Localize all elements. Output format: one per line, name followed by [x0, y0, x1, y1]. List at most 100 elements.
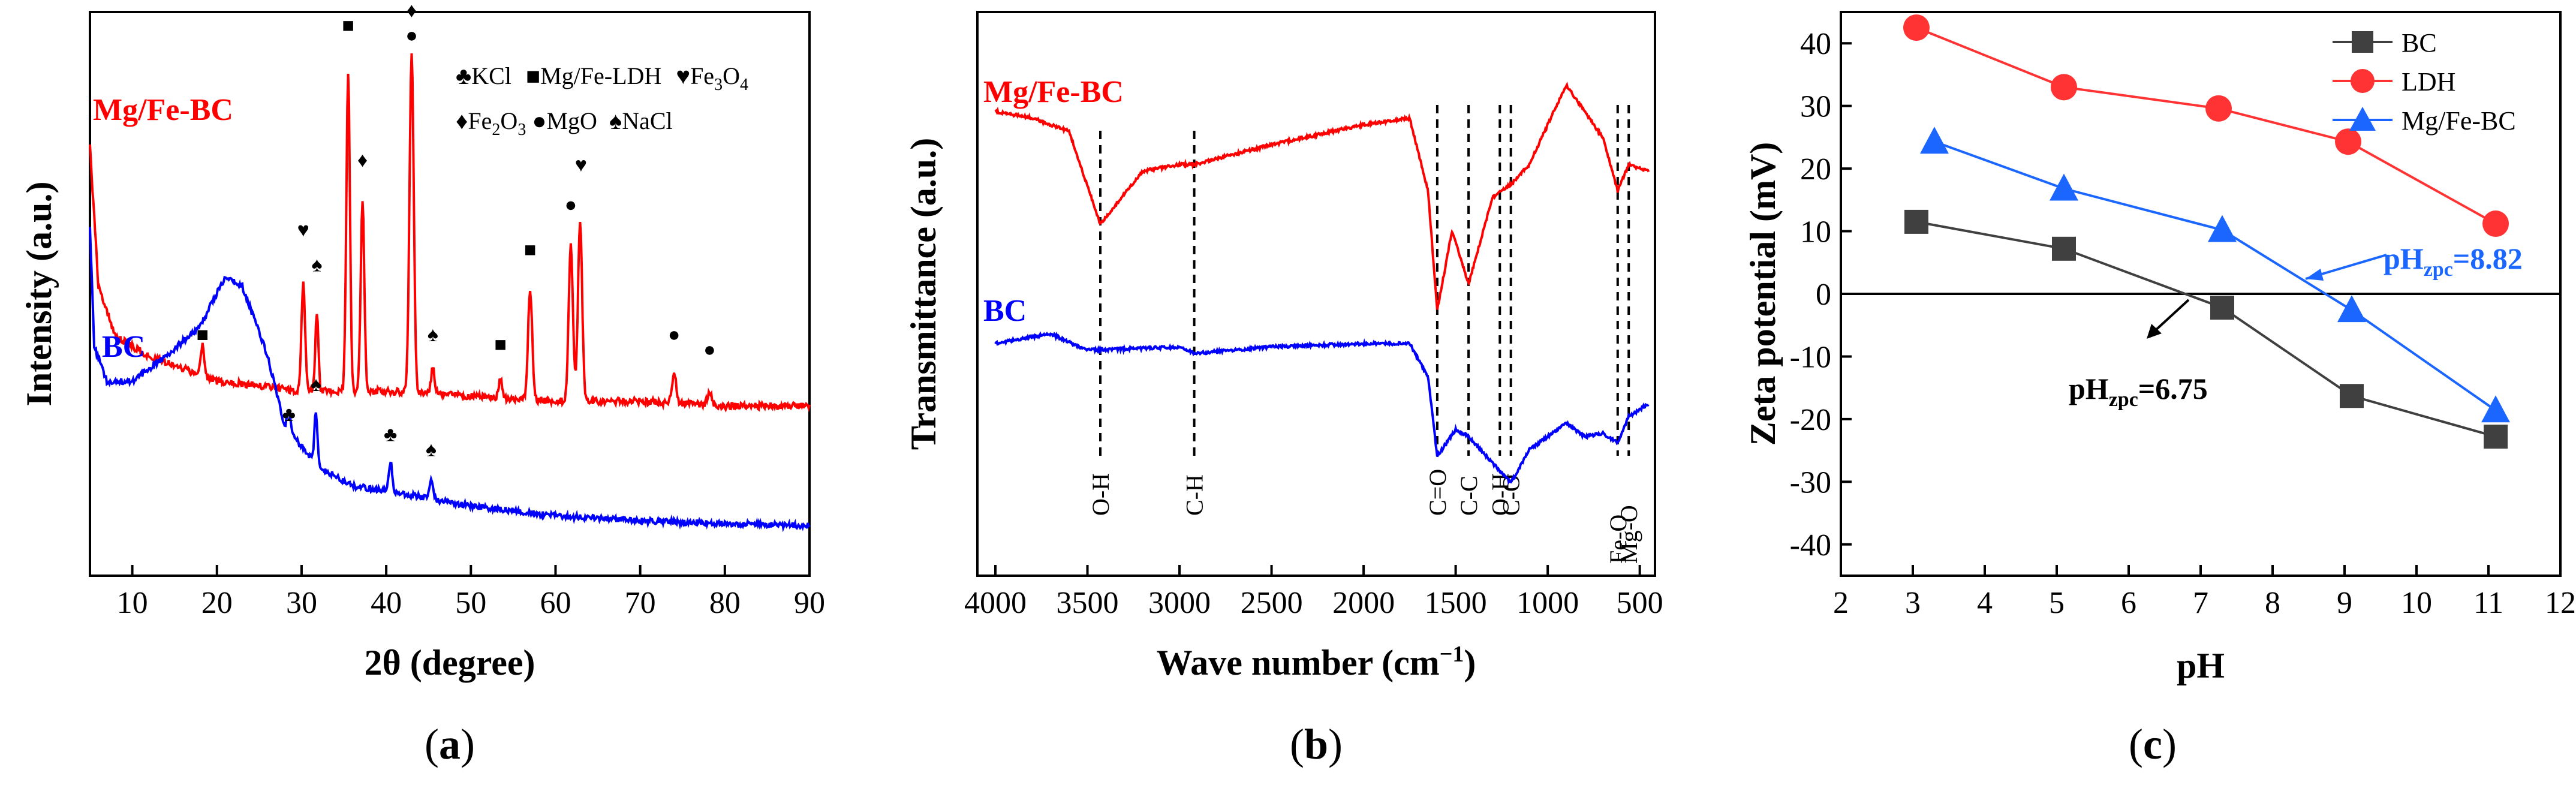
xrd-marker-mgfe: ♦	[407, 0, 417, 22]
ftir-x-tick-label: 2500	[1241, 586, 1303, 620]
ftir-band-label: Fe-O	[1605, 515, 1632, 564]
xrd-y-axis-label: Intensity (a.u.)	[19, 181, 59, 406]
ftir-x-tick-label: 2000	[1332, 586, 1395, 620]
pzc-bc-arrow	[2151, 299, 2190, 334]
ftir-band-label: C-H	[1181, 474, 1208, 516]
zeta-x-tick-label: 3	[1905, 586, 1921, 620]
zeta-point-ldh	[2335, 128, 2361, 155]
ftir-band-label: Mg-O	[1615, 505, 1642, 564]
zeta-line-mg-fe-bc	[1934, 140, 2497, 411]
zeta-point-ldh	[2051, 74, 2077, 101]
panel-b-ftir: 4000 3500 3000 2500 2000 1500 1000 500 O-H C-H C=…	[904, 11, 1663, 768]
xrd-series-bc	[89, 227, 811, 533]
xrd-x-tick-label: 50	[455, 586, 486, 620]
xrd-x-tick-label: 60	[540, 586, 571, 620]
xrd-marker-mgfe: ♠	[311, 254, 322, 276]
ftir-band-label: C-C	[1455, 476, 1482, 516]
zeta-x-tick-label: 12	[2545, 586, 2576, 620]
xrd-marker-mgfe: ●	[668, 324, 681, 346]
ftir-x-tick-label: 3000	[1148, 586, 1211, 620]
zeta-point-mg-fe-bc	[2050, 173, 2078, 201]
zeta-point-bc	[2340, 384, 2364, 408]
xrd-x-tick-label: 30	[286, 586, 317, 620]
xrd-x-ticks: 10 20 30 40 50 60 70 80 90	[117, 565, 825, 620]
xrd-marker-mgfe: ●	[405, 25, 418, 47]
pzc-mgfe-arrowhead	[2306, 269, 2324, 281]
zeta-series	[1903, 14, 2510, 449]
zeta-point-bc	[2052, 236, 2076, 261]
zeta-point-mg-fe-bc	[2208, 215, 2237, 242]
zeta-x-tick-label: 6	[2121, 586, 2136, 620]
xrd-label-bc: BC	[102, 330, 145, 364]
zeta-y-tick-label: 0	[1816, 278, 1831, 312]
xrd-label-mgfe-bc: Mg/Fe-BC	[93, 93, 233, 127]
zeta-x-tick-label: 7	[2193, 586, 2208, 620]
zeta-y-tick-label: -20	[1790, 403, 1831, 437]
ftir-series-mgfe-bc	[994, 81, 1650, 310]
legend-nacl: ♠NaCl	[609, 107, 673, 134]
zeta-x-tick-label: 9	[2337, 586, 2352, 620]
xrd-legend-line1: ♣KCl ■Mg/Fe-LDH ♥Fe3O4	[456, 62, 748, 94]
zeta-point-bc	[1904, 209, 1928, 234]
xrd-x-tick-label: 90	[794, 586, 825, 620]
ftir-x-tick-label: 4000	[964, 586, 1027, 620]
zeta-x-tick-label: 2	[1833, 586, 1849, 620]
zeta-y-tick-label: -40	[1790, 528, 1831, 563]
xrd-marker-bc: ♠	[426, 438, 437, 461]
xrd-x-tick-label: 40	[371, 586, 402, 620]
legend-fe2o3: ♦Fe	[456, 107, 492, 134]
xrd-marker-mgfe: ●	[565, 194, 577, 216]
xrd-series-mgfe-bc	[89, 53, 811, 413]
legend-marker-mgfe-bc	[2349, 107, 2376, 131]
zeta-y-axis-label: Zeta potential (mV)	[1743, 142, 1783, 446]
legend-marker-ldh	[2351, 69, 2375, 93]
caption-c: (c)	[2129, 720, 2177, 768]
zeta-x-tick-label: 4	[1977, 586, 1993, 620]
zeta-x-tick-label: 5	[2049, 586, 2065, 620]
panel-c-zeta: 2 3 4 5 6 7 8 9 10 11 12 -40 -30 -20 -10 0 10 20 30 40 BC L…	[1743, 11, 2576, 768]
zeta-x-tick-label: 11	[2473, 586, 2503, 620]
ftir-plot-frame	[976, 11, 1656, 577]
xrd-marker-mgfe: ■	[342, 14, 354, 37]
zeta-point-ldh	[2482, 210, 2509, 237]
legend-marker-bc	[2352, 31, 2373, 53]
xrd-marker-mgfe: ■	[196, 324, 209, 346]
ftir-x-tick-label: 3500	[1057, 586, 1119, 620]
zeta-y-tick-label: 10	[1800, 215, 1831, 249]
xrd-x-axis-label: 2θ (degree)	[364, 643, 535, 682]
zeta-x-tick-label: 8	[2265, 586, 2280, 620]
xrd-marker-mgfe: ♦	[357, 149, 368, 172]
ftir-band-label: O-H	[1087, 473, 1114, 516]
legend-label-mgfe-bc: Mg/Fe-BC	[2402, 106, 2516, 136]
xrd-x-tick-label: 70	[625, 586, 656, 620]
xrd-marker-mgfe: ■	[524, 239, 537, 261]
xrd-marker-mgfe: ●	[703, 339, 716, 361]
zeta-y-tick-label: 20	[1800, 152, 1831, 187]
ftir-band-lines: O-H C-H C=O C-C O-HC-OFe-OMg-O	[1087, 105, 1642, 564]
legend-label-bc: BC	[2402, 28, 2437, 58]
legend-kcl: ♣KCl	[456, 62, 511, 89]
ftir-x-tick-label: 1000	[1516, 586, 1579, 620]
zeta-x-axis-label: pH	[2177, 646, 2225, 685]
pzc-mgfe-label: pHzpc=8.82	[2384, 242, 2523, 281]
ftir-y-axis-label: Transmittance (a.u.)	[904, 138, 943, 450]
xrd-phase-markers: ■♥♠■♦♦●♠ ■■●♥●●♣♠♣♠	[196, 0, 715, 461]
zeta-legend: BC LDH Mg/Fe-BC	[2333, 28, 2516, 136]
zeta-y-tick-label: -30	[1790, 465, 1831, 500]
zeta-point-mg-fe-bc	[1920, 127, 1949, 154]
panel-a-xrd: 10 20 30 40 50 60 70 80 90 ■♥♠■♦♦●♠ ■■●♥●●♣♠♣♠ Mg…	[19, 0, 825, 768]
ftir-series-bc	[994, 331, 1650, 485]
zeta-x-tick-label: 10	[2401, 586, 2432, 620]
xrd-x-tick-label: 80	[709, 586, 741, 620]
xrd-marker-mgfe: ♥	[575, 154, 587, 176]
xrd-marker-bc: ♠	[311, 374, 321, 396]
legend-fe3o4: ♥Fe	[676, 62, 714, 89]
ftir-x-ticks: 4000 3500 3000 2500 2000 1500 1000 500	[964, 565, 1663, 620]
xrd-marker-bc: ♣	[384, 423, 397, 446]
xrd-marker-mgfe: ♥	[297, 219, 309, 241]
legend-label-ldh: LDH	[2402, 67, 2455, 97]
zeta-ticks: 2 3 4 5 6 7 8 9 10 11 12 -40 -30 -20 -10 0 10 20 30 40	[1790, 27, 2576, 620]
xrd-marker-mgfe: ■	[494, 334, 507, 356]
xrd-marker-bc: ♣	[282, 404, 296, 426]
